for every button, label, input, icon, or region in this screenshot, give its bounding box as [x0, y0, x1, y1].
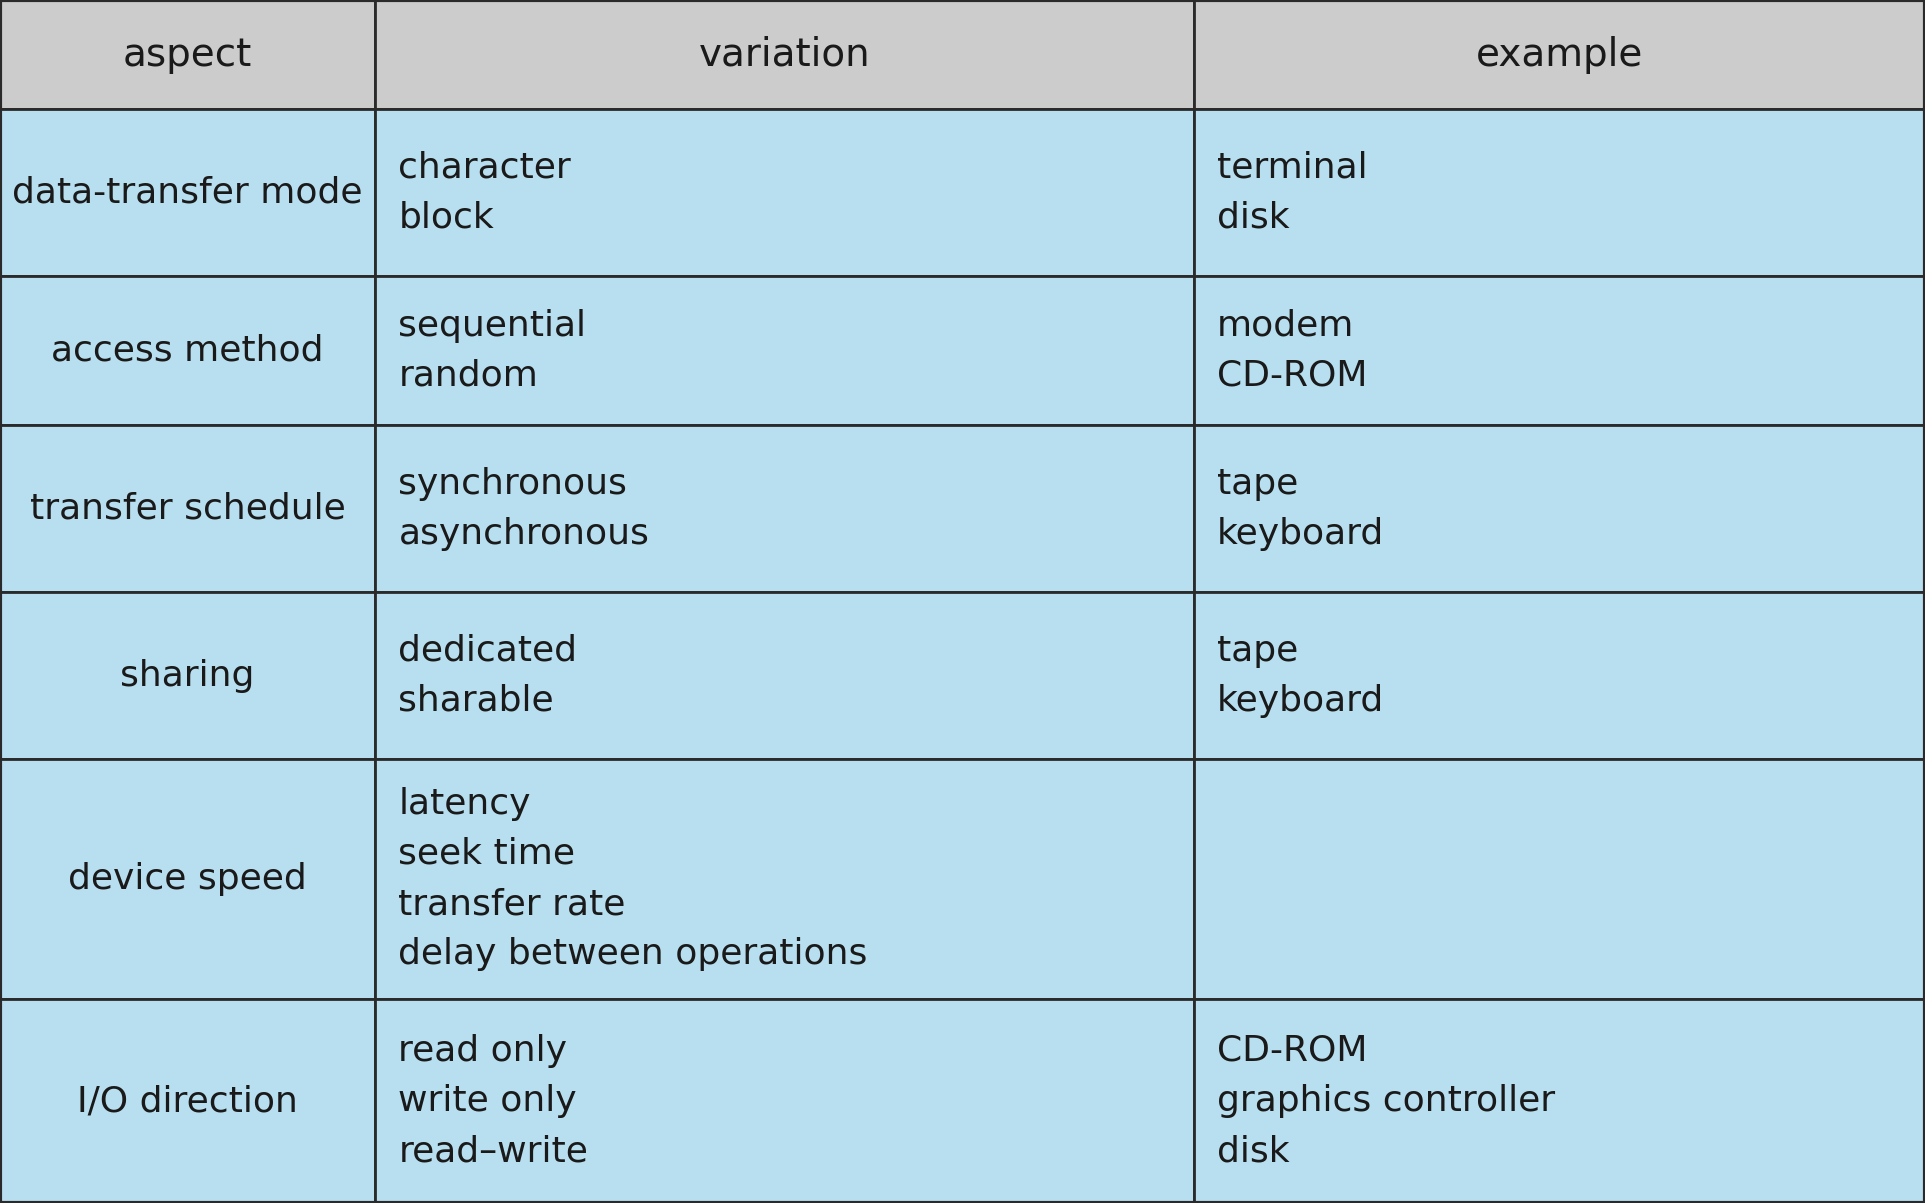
Bar	[1194, 109, 1925, 275]
Bar	[375, 0, 1194, 109]
Text: character
block: character block	[398, 150, 572, 235]
Text: data-transfer mode: data-transfer mode	[12, 176, 364, 209]
Text: CD-ROM
graphics controller
disk: CD-ROM graphics controller disk	[1217, 1033, 1555, 1168]
Bar	[0, 592, 375, 759]
Text: access method: access method	[52, 333, 323, 368]
Bar	[0, 759, 375, 998]
Text: example: example	[1476, 36, 1642, 73]
Text: dedicated
sharable: dedicated sharable	[398, 634, 578, 718]
Bar	[0, 998, 375, 1203]
Text: tape
keyboard: tape keyboard	[1217, 467, 1384, 551]
Text: device speed: device speed	[67, 863, 308, 896]
Text: sharing: sharing	[121, 659, 254, 693]
Bar	[375, 592, 1194, 759]
Bar	[375, 759, 1194, 998]
Text: modem
CD-ROM: modem CD-ROM	[1217, 308, 1367, 392]
Bar	[375, 998, 1194, 1203]
Text: transfer schedule: transfer schedule	[29, 492, 346, 526]
Bar	[375, 275, 1194, 426]
Bar	[1194, 0, 1925, 109]
Text: sequential
random: sequential random	[398, 308, 587, 392]
Bar	[1194, 275, 1925, 426]
Bar	[0, 426, 375, 592]
Text: synchronous
asynchronous: synchronous asynchronous	[398, 467, 649, 551]
Bar	[1194, 998, 1925, 1203]
Bar	[375, 109, 1194, 275]
Text: read only
write only
read–write: read only write only read–write	[398, 1033, 589, 1168]
Bar	[0, 0, 375, 109]
Text: latency
seek time
transfer rate
delay between operations: latency seek time transfer rate delay be…	[398, 787, 868, 971]
Text: aspect: aspect	[123, 36, 252, 73]
Bar	[1194, 426, 1925, 592]
Text: I/O direction: I/O direction	[77, 1084, 298, 1118]
Text: variation: variation	[699, 36, 870, 73]
Bar	[1194, 759, 1925, 998]
Text: terminal
disk: terminal disk	[1217, 150, 1367, 235]
Bar	[0, 109, 375, 275]
Bar	[0, 275, 375, 426]
Text: tape
keyboard: tape keyboard	[1217, 634, 1384, 718]
Bar	[375, 426, 1194, 592]
Bar	[1194, 592, 1925, 759]
